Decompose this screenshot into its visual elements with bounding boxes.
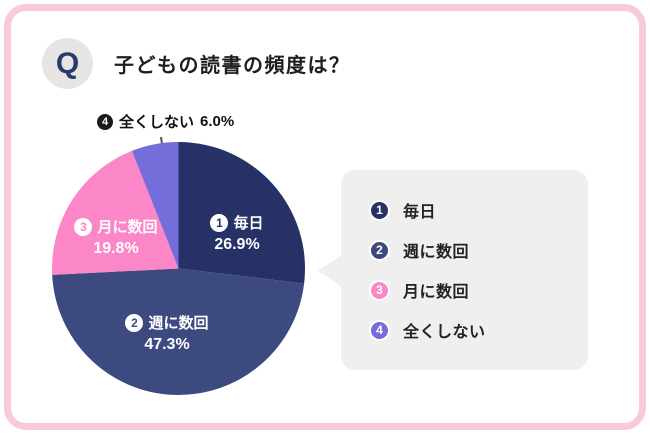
legend-callout: 1 毎日 2 週に数回 3 月に数回 4 全くしない (341, 170, 588, 370)
pie-chart (52, 142, 305, 395)
legend-number-badge-4: 4 (369, 319, 390, 341)
legend-item-3: 3 月に数回 (369, 279, 588, 301)
slice-percent-4: 6.0% (200, 113, 235, 130)
legend-item-4: 4 全くしない (369, 319, 588, 341)
page-title: 子どもの読書の頻度は？ (114, 55, 351, 77)
pie-label-3: 3 月に数回 19.8% (66, 216, 166, 258)
slice-number-badge-2: 2 (125, 313, 144, 332)
slice-label-4: 全くしない (119, 114, 195, 131)
legend-item-label-1: 毎日 (403, 204, 437, 221)
question-badge-label: Q (55, 46, 80, 80)
legend-number-badge-2: 2 (369, 239, 390, 261)
slice-label-2: 週に数回 (148, 315, 209, 332)
question-badge: Q (42, 38, 93, 89)
pie-slice-4 (131, 142, 179, 269)
legend-number-badge-3: 3 (369, 279, 390, 301)
slice-number-badge-1: 1 (210, 213, 229, 232)
legend-item-label-4: 全くしない (403, 324, 486, 341)
pie-label-2: 2 週に数回 47.3% (117, 312, 217, 354)
legend-callout-tail (318, 255, 342, 287)
slice-percent-2: 47.3% (144, 336, 190, 353)
slice-label-1: 毎日 (233, 215, 264, 232)
legend-item-label-2: 週に数回 (403, 244, 470, 261)
legend-item-2: 2 週に数回 (369, 239, 588, 261)
pie-slice-2 (52, 268, 305, 395)
slice-label-3: 月に数回 (97, 219, 158, 236)
slice-number-badge-3: 3 (74, 217, 93, 236)
legend-item-1: 1 毎日 (369, 199, 588, 221)
pie-slice-1 (178, 142, 305, 284)
outside-label: 4 全くしない 6.0% (97, 111, 234, 132)
slice-number-badge-4: 4 (97, 113, 113, 130)
slice-percent-1: 26.9% (214, 236, 260, 253)
pie-slice-3 (52, 150, 179, 275)
legend-item-label-3: 月に数回 (403, 284, 470, 301)
pie-label-1: 1 毎日 26.9% (192, 212, 282, 254)
legend-number-badge-1: 1 (369, 199, 390, 221)
slice-percent-3: 19.8% (93, 240, 139, 257)
